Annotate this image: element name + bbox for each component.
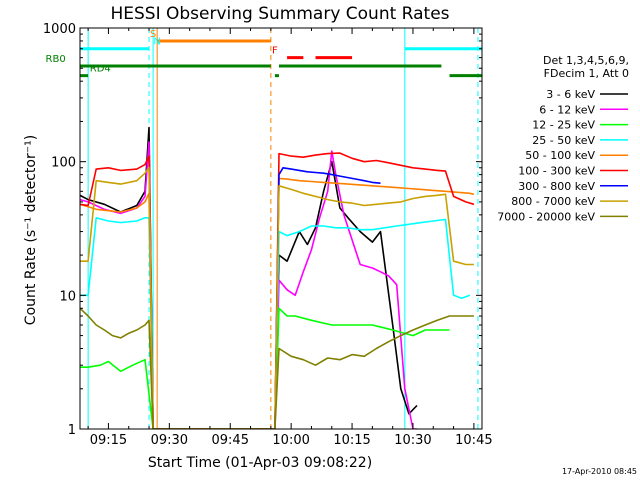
legend-label-5: 100 - 300 keV xyxy=(518,165,595,178)
legend: Det 1,3,4,5,6,9,FDecim 1, Att 0 3 - 6 keV… xyxy=(497,54,629,223)
series-line-8 xyxy=(80,307,474,429)
series-line-0 xyxy=(80,126,418,429)
x-tick-label-3: 10:00 xyxy=(272,433,309,448)
y-tick-label-1: 10 xyxy=(59,289,76,304)
x-tick-label-6: 10:45 xyxy=(455,433,492,448)
legend-label-6: 300 - 800 keV xyxy=(518,180,595,193)
series-line-7 xyxy=(80,167,474,429)
legend-label-2: 12 - 25 keV xyxy=(532,119,595,132)
flag-label-3: RB0 xyxy=(46,54,66,65)
flag-label-1: N xyxy=(153,37,160,48)
series-line-4 xyxy=(80,177,475,429)
legend-label-8: 7000 - 20000 keV xyxy=(497,210,595,223)
legend-label-3: 25 - 50 keV xyxy=(532,134,595,147)
series-line-5 xyxy=(80,152,475,429)
plot-content xyxy=(80,28,482,429)
x-tick-label-1: 09:30 xyxy=(151,433,188,448)
plot-frame xyxy=(79,27,483,430)
axes-layer: SN F RB0 RD4 1 10 100 1000 09:15 09:30 09:45 10:00 1… xyxy=(43,22,493,448)
series-line-6 xyxy=(274,167,381,429)
y-tick-label-3: 1000 xyxy=(43,22,76,37)
chart-title: HESSI Observing Summary Count Rates xyxy=(110,4,449,24)
y-axis-label: Count Rate (s⁻¹ detector⁻¹) xyxy=(23,135,39,325)
x-tick-label-2: 09:45 xyxy=(212,433,249,448)
x-tick-label-5: 10:30 xyxy=(394,433,431,448)
flag-label-0: S xyxy=(150,29,156,40)
legend-header-0: Det 1,3,4,5,6,9, xyxy=(543,54,629,67)
x-tick-label-4: 10:15 xyxy=(333,433,370,448)
legend-label-7: 800 - 7000 keV xyxy=(511,195,595,208)
legend-header-1: FDecim 1, Att 0 xyxy=(544,67,629,80)
flag-label-2: F xyxy=(272,46,278,57)
series-line-1 xyxy=(80,141,417,429)
x-tick-label-0: 09:15 xyxy=(90,433,127,448)
legend-label-0: 3 - 6 keV xyxy=(546,88,595,101)
y-tick-label-0: 1 xyxy=(68,423,76,438)
flag-label-4: RD4 xyxy=(90,64,111,75)
legend-label-1: 6 - 12 keV xyxy=(539,103,595,116)
legend-label-4: 50 - 100 keV xyxy=(525,149,595,162)
y-tick-label-2: 100 xyxy=(51,156,76,171)
x-axis-label: Start Time (01-Apr-03 09:08:22) xyxy=(148,455,372,471)
series-line-3 xyxy=(80,217,471,429)
timestamp: 17-Apr-2010 08:45 xyxy=(562,467,637,476)
